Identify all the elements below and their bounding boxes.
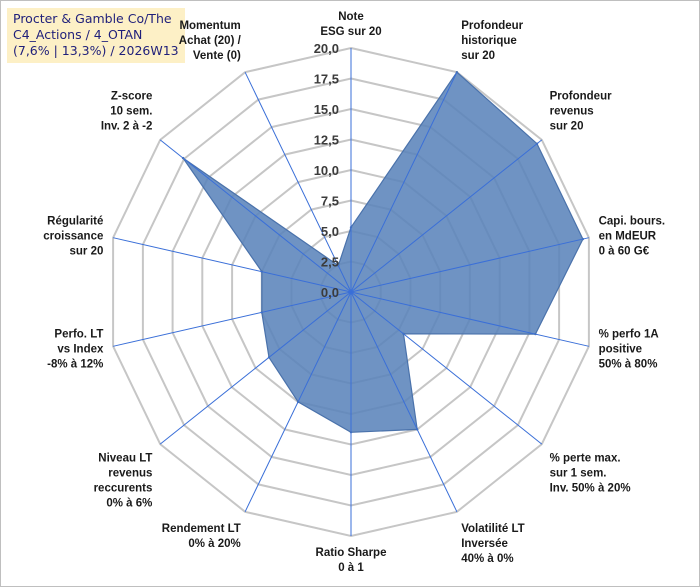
tick-label: 17,5 <box>314 72 339 87</box>
axis-label-line: Perfo. LT <box>54 329 103 341</box>
axis-label-line: Z-score <box>111 91 153 103</box>
axis-label: Ratio Sharpe 0 à 1 <box>316 547 387 574</box>
axis-label: Perfo. LT vs Index -8% à 12% <box>47 329 104 371</box>
axis-label-line: Profondeur <box>550 91 612 103</box>
tick-label: 5,0 <box>321 224 339 239</box>
tick-label: 15,0 <box>314 102 339 117</box>
axis-label-line: vs Index <box>57 344 104 356</box>
axis-spoke <box>350 139 543 293</box>
axis-spoke <box>350 237 590 293</box>
tick-label: 0,0 <box>321 285 339 300</box>
axis-label-line: sur 20 <box>461 50 495 62</box>
axis-label-line: reccurents <box>94 482 153 494</box>
axis-label-line: Rendement LT <box>162 523 241 535</box>
axis-label-line: positive <box>599 344 642 356</box>
axis-label: Rendement LT 0% à 20% <box>162 523 241 550</box>
axis-label-line: Profondeur <box>461 20 523 32</box>
axis-label-line: 0 à 1 <box>338 562 364 574</box>
axis-label: Momentum Achat (20) / Vente (0) <box>179 20 242 62</box>
axis-label-line: 50% à 80% <box>599 359 658 371</box>
axis-spoke <box>159 291 352 445</box>
axis-label-line: Capi. bours. <box>599 216 665 228</box>
axis-label-line: % perte max. <box>550 452 621 464</box>
tick-label: 12,5 <box>314 133 339 148</box>
axis-label: Capi. bours. en MdEUR 0 à 60 G€ <box>599 216 665 258</box>
axis-label-line: 0 à 60 G€ <box>599 246 650 258</box>
axis-label: % perte max. sur 1 sem. Inv. 50% à 20% <box>550 452 631 494</box>
axis-label-line: Inversée <box>461 538 508 550</box>
axis-label-line: % perfo 1A <box>599 329 659 341</box>
axis-label-line: historique <box>461 35 517 47</box>
tick-label: 7,5 <box>321 194 339 209</box>
axis-label: Niveau LT revenus reccurents 0% à 6% <box>94 452 153 509</box>
chart-title-box: Procter & Gamble Co/The C4_Actions / 4_O… <box>7 8 185 63</box>
axis-label-line: Achat (20) / <box>179 35 242 47</box>
axis-label-line: Vente (0) <box>193 50 241 62</box>
axis-label: % perfo 1A positive 50% à 80% <box>599 329 659 371</box>
axis-label-line: en MdEUR <box>599 231 657 243</box>
tick-label: 2,5 <box>321 255 339 270</box>
axis-label: Profondeur revenus sur 20 <box>550 91 612 133</box>
axis-label-line: sur 20 <box>550 121 584 133</box>
axis-spoke <box>350 71 458 293</box>
axis-spoke <box>159 139 352 293</box>
axis-label-line: 0% à 20% <box>188 538 240 550</box>
axis-label-line: 0% à 6% <box>106 497 152 509</box>
chart-title-line: C4_Actions / 4_OTAN <box>13 27 143 42</box>
axis-label: Z-score 10 sem. Inv. 2 à -2 <box>101 91 153 133</box>
axis-spoke <box>244 291 352 513</box>
axis-label: Note ESG sur 20 <box>320 11 381 38</box>
chart-title-line: (7,6% | 13,3%) / 2026W13 <box>13 43 179 58</box>
axis-label-line: Niveau LT <box>98 452 152 464</box>
axis-label-line: 40% à 0% <box>461 553 513 565</box>
axis-spoke <box>350 291 543 445</box>
axis-label-line: Inv. 2 à -2 <box>101 121 153 133</box>
axis-spoke <box>350 291 458 513</box>
axis-label: Profondeur historique sur 20 <box>461 20 523 62</box>
axis-spoke <box>112 291 352 347</box>
tick-label: 20,0 <box>314 41 339 56</box>
axis-label: Régularité croissance sur 20 <box>43 216 103 258</box>
tick-label: 10,0 <box>314 163 339 178</box>
axis-label-line: Volatilité LT <box>461 523 524 535</box>
axis-label-line: 10 sem. <box>110 106 152 118</box>
axis-label-line: revenus <box>108 467 152 479</box>
axis-label-line: Régularité <box>47 216 103 228</box>
axis-label-line: sur 1 sem. <box>550 467 607 479</box>
chart-title-line: Procter & Gamble Co/The <box>13 11 172 26</box>
axis-label-line: revenus <box>550 106 594 118</box>
axis-label-line: sur 20 <box>70 246 104 258</box>
axis-label-line: Ratio Sharpe <box>316 547 387 559</box>
axis-label-line: -8% à 12% <box>47 359 103 371</box>
axis-label-line: Momentum <box>179 20 240 32</box>
axis-spoke <box>244 71 352 293</box>
axis-label-line: ESG sur 20 <box>320 26 381 38</box>
axis-label-line: croissance <box>43 231 103 243</box>
axis-label-line: Note <box>338 11 364 23</box>
axis-label-line: Inv. 50% à 20% <box>550 482 631 494</box>
axis-label: Volatilité LT Inversée 40% à 0% <box>461 523 524 565</box>
axis-spoke <box>350 291 590 347</box>
axis-spoke <box>112 237 352 293</box>
